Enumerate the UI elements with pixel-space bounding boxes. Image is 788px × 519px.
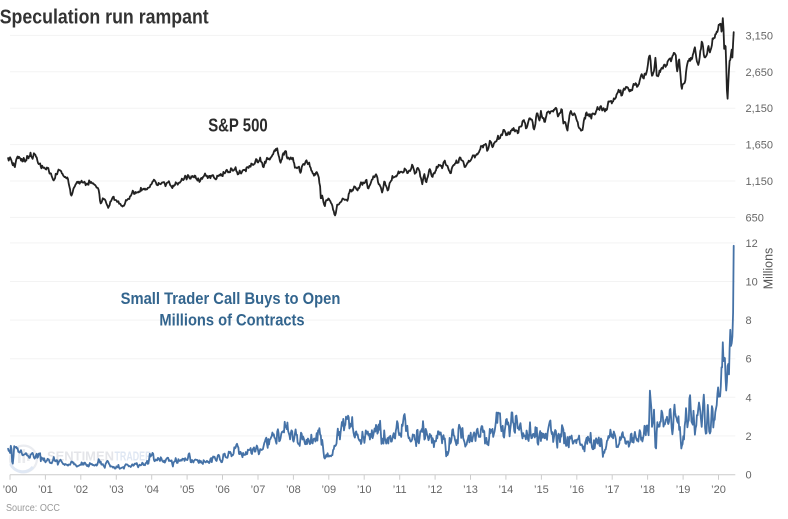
svg-text:Millions: Millions: [761, 248, 775, 290]
svg-text:1,150: 1,150: [746, 176, 774, 188]
svg-text:’10: ’10: [357, 484, 372, 496]
svg-text:’12: ’12: [428, 484, 443, 496]
svg-text:2,150: 2,150: [746, 103, 774, 115]
svg-text:Speculation run rampant: Speculation run rampant: [0, 7, 209, 29]
svg-text:’08: ’08: [286, 484, 301, 496]
svg-text:4: 4: [746, 392, 752, 404]
svg-text:Millions of Contracts: Millions of Contracts: [159, 310, 304, 329]
svg-text:’18: ’18: [640, 484, 655, 496]
svg-text:TRADER: TRADER: [115, 449, 152, 464]
svg-text:S&P 500: S&P 500: [208, 116, 267, 136]
svg-text:’09: ’09: [321, 484, 336, 496]
svg-text:SENTIMEN: SENTIMEN: [47, 449, 114, 464]
svg-text:’00: ’00: [3, 484, 18, 496]
svg-text:’01: ’01: [38, 484, 53, 496]
svg-text:650: 650: [746, 212, 764, 224]
svg-text:1,650: 1,650: [746, 140, 774, 152]
svg-text:2: 2: [746, 431, 752, 443]
svg-text:’17: ’17: [605, 484, 620, 496]
svg-text:’02: ’02: [73, 484, 88, 496]
svg-text:’20: ’20: [711, 484, 726, 496]
svg-text:3,150: 3,150: [746, 30, 774, 42]
svg-text:’11: ’11: [393, 484, 407, 496]
svg-text:12: 12: [746, 238, 758, 250]
svg-text:6: 6: [746, 354, 752, 366]
svg-text:’06: ’06: [215, 484, 230, 496]
svg-text:’16: ’16: [569, 484, 584, 496]
svg-text:’13: ’13: [463, 484, 478, 496]
svg-text:0: 0: [746, 470, 752, 482]
svg-text:Small Trader Call Buys to Open: Small Trader Call Buys to Open: [121, 289, 341, 308]
svg-text:’15: ’15: [534, 484, 549, 496]
svg-text:’14: ’14: [499, 484, 514, 496]
svg-text:’05: ’05: [180, 484, 195, 496]
svg-text:Source: OCC: Source: OCC: [6, 503, 60, 514]
svg-text:2,650: 2,650: [746, 67, 774, 79]
svg-text:’07: ’07: [251, 484, 266, 496]
svg-text:’19: ’19: [676, 484, 691, 496]
svg-text:10: 10: [746, 277, 758, 289]
svg-text:’03: ’03: [109, 484, 124, 496]
svg-text:’04: ’04: [144, 484, 159, 496]
svg-text:8: 8: [746, 315, 752, 327]
